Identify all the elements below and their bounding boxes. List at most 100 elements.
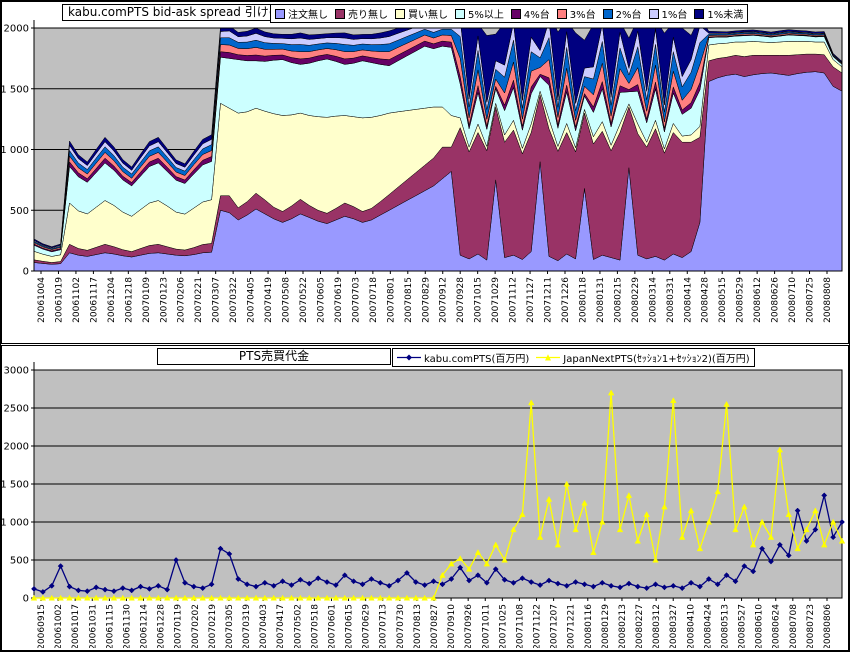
data-point-marker — [492, 566, 499, 573]
data-point-marker — [155, 594, 162, 601]
y-axis-tick-label: 1 500 — [2, 84, 29, 95]
top-stacked-area-chart[interactable]: 0 500 1 000 1 500 2000 20061004 20061019 200611… — [1, 1, 849, 344]
x-axis-tick-label: 20071025 — [498, 604, 508, 648]
data-point-marker — [581, 499, 588, 506]
top-chart-plot[interactable]: 0 500 1 000 1 500 2000 20061004 20061019 200611… — [2, 2, 848, 343]
data-point-marker — [475, 572, 481, 579]
x-axis-tick-label: 20070419 — [264, 277, 274, 323]
bottom-line-chart[interactable]: 0 500 1 000 1 500 2000 2500 3000 20060915 200610… — [1, 345, 849, 651]
legend-label: 売り無し — [348, 10, 388, 21]
data-point-marker — [66, 594, 73, 601]
x-axis-tick-label: 20070815 — [404, 277, 414, 323]
legend-item[interactable]: 売り無し — [335, 6, 388, 21]
legend-item[interactable]: 4%台 — [510, 6, 550, 21]
data-point-marker — [474, 549, 482, 555]
data-point-marker — [608, 582, 615, 589]
data-point-marker — [252, 594, 260, 601]
data-point-marker — [57, 594, 64, 601]
data-point-marker — [146, 585, 153, 592]
x-axis-tick-label: 20080213 — [618, 604, 628, 648]
top-chart-legend[interactable]: 注文無し 売り無し 買い無し 5%以上 4%台 3%台 2%台 1%台 1%未満 — [270, 4, 749, 23]
data-point-marker — [430, 578, 437, 585]
plot-area-border — [33, 369, 843, 599]
x-axis-tick-label: 20080806 — [823, 604, 833, 648]
data-point-marker — [385, 594, 393, 601]
legend-item[interactable]: JapanNextPTS(ｾｯｼｮﾝ1+ｾｯｼｮﾝ2)(百万円) — [536, 350, 750, 365]
data-point-marker — [164, 586, 171, 593]
x-axis-tick-label: 20080331 — [666, 277, 676, 323]
x-axis-tick-label: 20070508 — [282, 277, 292, 323]
data-point-marker — [137, 583, 144, 590]
data-point-marker — [456, 555, 464, 562]
x-axis-tick-label: 20070307 — [212, 277, 222, 323]
x-axis-tick-label: 20070619 — [334, 277, 344, 323]
x-axis-tick-label: 20070123 — [159, 277, 169, 323]
data-point-marker — [599, 518, 606, 525]
x-axis-tick-label: 20080229 — [631, 277, 641, 323]
data-point-marker — [128, 587, 135, 594]
legend-item[interactable]: 3%台 — [556, 6, 596, 21]
x-axis-tick-label: 20070109 — [142, 277, 152, 323]
data-point-marker — [39, 588, 46, 595]
legend-item[interactable]: 2%台 — [602, 6, 642, 21]
x-axis-tick-label: 20070827 — [430, 604, 440, 648]
data-point-marker — [102, 586, 108, 593]
data-point-marker — [696, 583, 703, 590]
data-point-marker — [75, 594, 82, 601]
legend-item[interactable]: 1%未満 — [694, 6, 743, 21]
bottom-chart-legend[interactable]: kabu.comPTS(百万円) JapanNextPTS(ｾｯｼｮﾝ1+ｾｯｼｮ… — [392, 348, 755, 367]
data-point-marker — [617, 584, 623, 591]
data-point-marker — [776, 541, 783, 548]
data-point-marker — [821, 541, 828, 548]
data-point-marker — [510, 579, 517, 586]
data-point-marker — [519, 511, 526, 517]
legend-item[interactable]: 1%台 — [648, 6, 687, 21]
legend-label: 4%台 — [523, 10, 550, 21]
data-point-marker — [643, 585, 650, 592]
x-axis-tick-label: 20080327 — [669, 604, 679, 648]
y-axis-tick-label: 500 — [10, 206, 29, 217]
bottom-chart-plot[interactable]: 0 500 1 000 1 500 2000 2500 3000 20060915 200610… — [2, 346, 848, 648]
x-axis-tick-label: 20070615 — [345, 604, 355, 648]
x-axis-tick-label: 20070813 — [413, 604, 423, 648]
data-point-marker — [261, 579, 268, 586]
data-point-marker — [128, 594, 135, 601]
data-point-marker — [208, 594, 215, 601]
legend-swatch-icon — [395, 8, 405, 19]
x-axis-tick-label: 20080624 — [772, 604, 782, 648]
x-axis-tick-label: 20070912 — [439, 277, 449, 323]
x-axis-tick-label: 20080710 — [788, 277, 798, 323]
x-axis-tick-label: 20061102 — [72, 277, 82, 323]
x-axis-tick-label: 20061130 — [122, 604, 132, 648]
legend-label: JapanNextPTS(ｾｯｼｮﾝ1+ｾｯｼｮﾝ2)(百万円) — [563, 354, 750, 365]
x-axis-tick-label: 20080527 — [738, 604, 748, 648]
x-axis-tick-label: 20080626 — [771, 277, 781, 323]
data-point-marker — [688, 579, 695, 586]
legend-item[interactable]: 注文無し — [275, 6, 328, 21]
data-point-marker — [359, 581, 366, 588]
x-axis-tick-label: 20080529 — [736, 277, 746, 323]
legend-item[interactable]: 買い無し — [395, 6, 448, 21]
data-point-marker — [625, 580, 632, 587]
data-point-marker — [696, 545, 704, 552]
legend-item[interactable]: 5%以上 — [455, 6, 504, 21]
x-axis-tick-label: 20070305 — [225, 604, 235, 648]
data-point-marker — [341, 572, 348, 579]
data-point-marker — [758, 518, 766, 525]
legend-item[interactable]: kabu.comPTS(百万円) — [397, 350, 529, 365]
legend-swatch-icon — [335, 8, 345, 19]
data-point-marker — [217, 594, 224, 601]
data-point-marker — [315, 575, 322, 582]
data-point-marker — [306, 594, 313, 601]
data-point-marker — [749, 541, 757, 548]
data-point-marker — [75, 587, 82, 594]
x-axis-tick-label: 20070713 — [379, 604, 389, 648]
x-axis-tick-label: 20061004 — [37, 277, 47, 323]
x-axis-tick-label: 20070829 — [421, 277, 431, 323]
x-axis-tick-label: 20070219 — [208, 604, 218, 648]
data-point-marker — [270, 594, 277, 601]
data-point-marker — [306, 580, 313, 587]
x-axis-tick-label: 20080808 — [823, 277, 833, 323]
data-point-marker — [31, 585, 37, 592]
legend-swatch-icon — [455, 8, 465, 19]
